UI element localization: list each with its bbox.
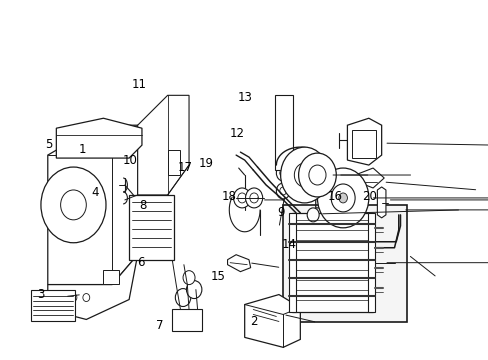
Circle shape <box>245 188 262 208</box>
Circle shape <box>279 169 286 177</box>
Circle shape <box>308 165 325 185</box>
Polygon shape <box>48 125 138 285</box>
Circle shape <box>306 208 319 222</box>
Text: 16: 16 <box>327 190 343 203</box>
Text: 4: 4 <box>91 186 99 199</box>
Text: 17: 17 <box>177 161 192 174</box>
Bar <box>103 270 119 284</box>
Polygon shape <box>227 255 250 272</box>
Circle shape <box>330 184 354 212</box>
Text: 18: 18 <box>221 190 236 203</box>
Circle shape <box>276 147 289 163</box>
Polygon shape <box>56 118 142 158</box>
Circle shape <box>279 151 286 159</box>
Circle shape <box>61 190 86 220</box>
Circle shape <box>317 168 368 228</box>
Circle shape <box>82 293 89 302</box>
Circle shape <box>276 165 289 181</box>
Text: 6: 6 <box>137 256 144 269</box>
Text: 14: 14 <box>282 238 296 251</box>
Polygon shape <box>377 187 385 218</box>
Polygon shape <box>244 294 300 347</box>
Text: 20: 20 <box>361 190 376 203</box>
Bar <box>129 195 173 260</box>
Bar <box>274 95 293 170</box>
Circle shape <box>70 293 77 302</box>
Bar <box>291 213 372 312</box>
Circle shape <box>276 183 289 199</box>
Circle shape <box>338 193 346 203</box>
Polygon shape <box>346 168 384 188</box>
Text: 11: 11 <box>131 78 146 91</box>
Ellipse shape <box>86 135 117 151</box>
Bar <box>172 310 202 332</box>
Text: 5: 5 <box>45 138 52 150</box>
Bar <box>367 213 374 312</box>
Bar <box>167 150 180 175</box>
Circle shape <box>280 147 328 203</box>
Text: 7: 7 <box>156 319 163 332</box>
Text: 13: 13 <box>238 91 252 104</box>
Circle shape <box>183 271 195 285</box>
Circle shape <box>175 289 190 306</box>
Text: 2: 2 <box>250 315 257 328</box>
Text: 19: 19 <box>198 157 213 170</box>
Circle shape <box>57 293 64 302</box>
Circle shape <box>279 187 286 195</box>
Bar <box>288 213 295 312</box>
Bar <box>351 130 375 158</box>
Circle shape <box>41 167 106 243</box>
Circle shape <box>237 193 246 203</box>
Bar <box>31 289 75 321</box>
Text: 8: 8 <box>139 199 146 212</box>
Text: 12: 12 <box>229 127 244 140</box>
Circle shape <box>186 280 202 298</box>
Polygon shape <box>138 95 189 195</box>
Text: 15: 15 <box>210 270 225 283</box>
Polygon shape <box>48 255 138 319</box>
Text: 9: 9 <box>277 206 285 219</box>
Circle shape <box>233 188 250 208</box>
Text: 1: 1 <box>79 143 86 156</box>
Bar <box>283 205 407 323</box>
Circle shape <box>298 153 336 197</box>
Circle shape <box>249 193 258 203</box>
Text: 10: 10 <box>123 154 138 167</box>
Text: 3: 3 <box>37 288 44 301</box>
Polygon shape <box>346 118 381 165</box>
Circle shape <box>294 163 314 187</box>
